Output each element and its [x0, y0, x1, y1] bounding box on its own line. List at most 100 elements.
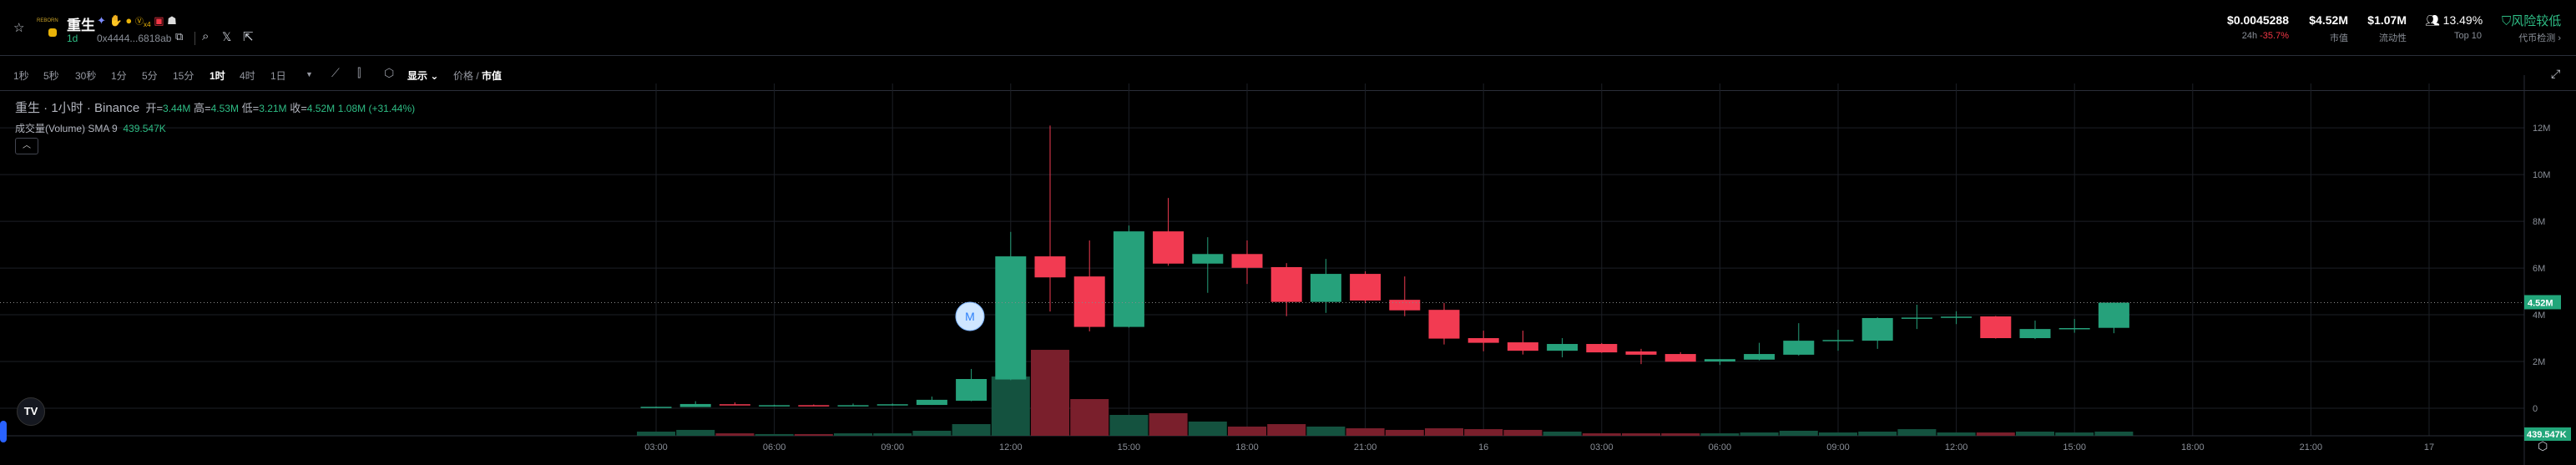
- volume-bar: [873, 433, 912, 436]
- open-value: 3.44M: [163, 103, 191, 114]
- holders-pct: 13.49%: [2442, 13, 2483, 27]
- mcap-value: $4.52M: [2309, 13, 2348, 27]
- interval-4[interactable]: 5分: [142, 70, 158, 82]
- users-icon: 👥︎: [2425, 13, 2440, 27]
- low-value: 3.21M: [259, 103, 287, 114]
- interval-6[interactable]: 1时: [210, 70, 225, 82]
- collapse-legend-button[interactable]: ︿: [15, 138, 38, 154]
- search-icon[interactable]: ⌕: [202, 29, 210, 43]
- candle-body: [1428, 310, 1460, 339]
- y-tick-label: 10M: [2533, 170, 2550, 180]
- chevron-up-icon: ︿: [23, 141, 31, 150]
- interval-7[interactable]: 4时: [240, 70, 255, 82]
- volume-bar: [1385, 429, 1424, 436]
- candle-body: [2019, 329, 2051, 339]
- y-tick-label: 4M: [2533, 311, 2545, 321]
- x-tick-label: 21:00: [2300, 442, 2323, 452]
- change-value: -35.7%: [2260, 31, 2289, 41]
- candle-body: [837, 405, 869, 407]
- token-check-link[interactable]: 代币检测 ›: [2518, 33, 2561, 43]
- volume-bar: [952, 424, 991, 436]
- candlestick-icon[interactable]: ⫿: [357, 66, 361, 79]
- volume-legend: 成交量(Volume) SMA 9 439.547K: [15, 121, 166, 135]
- x-tick-label: 06:00: [1709, 442, 1732, 452]
- volume-sma-label: 439.547K: [2527, 430, 2567, 440]
- indicator-hexagon-icon[interactable]: ⬡: [384, 66, 395, 79]
- liquidity-value: $1.07M: [2367, 13, 2407, 27]
- price-value: $0.0045288: [2227, 13, 2289, 27]
- volume-bar: [1109, 415, 1149, 436]
- display-label: 显示: [407, 70, 428, 82]
- candle-body: [798, 405, 830, 407]
- candle-body: [2058, 327, 2090, 330]
- legend-symbol: 重生 · 1小时 · Binance: [15, 101, 140, 115]
- sparkle-icon: ✦: [97, 14, 106, 27]
- interval-2[interactable]: 30秒: [75, 70, 97, 82]
- interval-8[interactable]: 1日: [270, 70, 286, 82]
- tradingview-logo-icon[interactable]: TV: [17, 397, 45, 426]
- settings-hexagon-icon[interactable]: ⬡: [2538, 439, 2548, 452]
- token-age: 1d: [67, 33, 78, 44]
- x-tick-label: 16: [1478, 442, 1488, 452]
- volume-bar: [1700, 433, 1740, 436]
- x-tick-label: 03:00: [1590, 442, 1614, 452]
- volume-bar: [1937, 432, 1976, 436]
- candle-body: [1073, 276, 1105, 327]
- volume-bar: [1503, 429, 1543, 436]
- favorite-star-icon[interactable]: ☆: [13, 21, 25, 35]
- volume-bar: [715, 433, 755, 436]
- candle-body: [1034, 256, 1066, 278]
- chain-badge-icon: [48, 28, 57, 37]
- liquidity-label: 流动性: [2379, 33, 2407, 43]
- candle-body: [1586, 344, 1618, 353]
- chart-legend: 重生 · 1小时 · Binance 开=3.44M 高=4.53M 低=3.2…: [15, 99, 415, 116]
- volume-bar: [1188, 421, 1227, 436]
- price-mcap-toggle[interactable]: 价格 / 市值: [453, 70, 503, 82]
- candle-body: [1744, 354, 1775, 360]
- display-dropdown[interactable]: 显示 ⌄: [407, 68, 438, 83]
- risk-check-button[interactable]: ⛉风险较低: [2502, 12, 2561, 29]
- header-divider: [194, 32, 195, 45]
- volume-bar: [1976, 432, 2015, 436]
- interval-5[interactable]: 15分: [173, 70, 194, 82]
- volume-bar: [1779, 430, 1818, 436]
- line-chart-icon[interactable]: ⟋: [331, 66, 340, 79]
- external-link-icon[interactable]: ⇱: [243, 30, 254, 44]
- x-tick-label: 09:00: [881, 442, 904, 452]
- candle-body: [1704, 359, 1735, 362]
- interval-3[interactable]: 1分: [111, 70, 127, 82]
- copy-icon[interactable]: ⧉: [175, 30, 184, 43]
- x-tick-label: 06:00: [763, 442, 786, 452]
- volume-bar: [1306, 426, 1346, 436]
- volume-bar: [912, 430, 952, 436]
- header-divider-line: [0, 55, 2576, 56]
- x-twitter-icon[interactable]: 𝕏: [222, 30, 232, 43]
- coin-icon: ●: [125, 14, 133, 27]
- more-intervals-dropdown-icon[interactable]: ▼: [306, 70, 313, 78]
- interval-1[interactable]: 5秒: [43, 70, 59, 82]
- mcap-option[interactable]: 市值: [482, 70, 503, 82]
- x-tick-label: 15:00: [2063, 442, 2086, 452]
- y-tick-label: 6M: [2533, 264, 2545, 274]
- fullscreen-icon[interactable]: ⤢: [2551, 67, 2561, 80]
- volume-sma-badge: [2524, 427, 2571, 441]
- candle-body: [1467, 338, 1499, 343]
- price-option[interactable]: 价格: [453, 70, 474, 82]
- x-tick-label: 17: [2424, 442, 2434, 452]
- candle-body: [956, 378, 987, 402]
- candle-body: [719, 404, 750, 406]
- high-value: 4.53M: [210, 103, 239, 114]
- mascot-icon: ☗: [167, 14, 177, 27]
- volume-bar: [676, 429, 715, 436]
- sidebar-toggle-handle[interactable]: [0, 421, 7, 442]
- close-value: 4.52M: [306, 103, 336, 114]
- interval-0[interactable]: 1秒: [13, 70, 29, 82]
- candle-body: [1192, 254, 1224, 264]
- volume-bar: [1425, 428, 1463, 436]
- candle-body: [679, 403, 711, 407]
- candle-body: [1153, 231, 1184, 264]
- x-tick-label: 18:00: [2181, 442, 2205, 452]
- candle-body: [2098, 302, 2129, 328]
- x-tick-label: 12:00: [999, 442, 1023, 452]
